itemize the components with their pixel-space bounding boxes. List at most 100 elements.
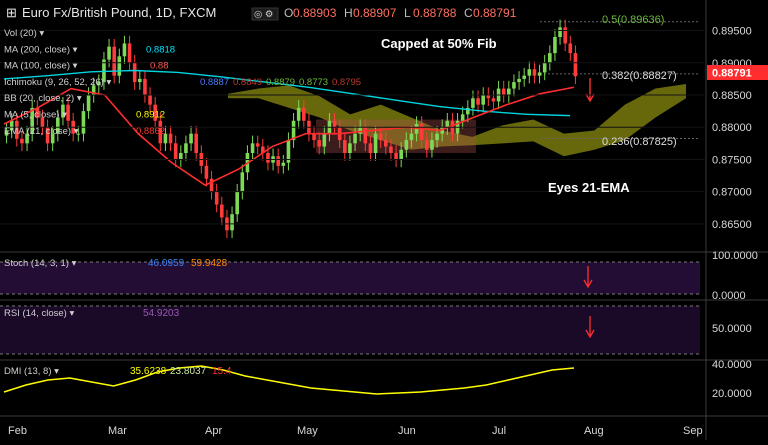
candle-body: [281, 162, 286, 166]
indicator-label: BB (20, close, 2) ▾: [4, 93, 82, 104]
candle-body: [20, 138, 24, 144]
annotation-capped: Capped at 50% Fib: [381, 36, 497, 51]
last-price-badge: 0.88791: [707, 65, 768, 80]
dmi-plus-value: 23.8037: [170, 366, 207, 377]
time-tick-label: Feb: [8, 425, 27, 437]
time-tick-label: Sep: [683, 425, 703, 437]
stoch-tick: 100.0000: [712, 250, 758, 262]
candle-body: [30, 107, 34, 134]
candle-body: [266, 153, 270, 163]
candle-body: [573, 53, 578, 77]
candle-body: [184, 143, 188, 153]
indicator-label: Ichimoku (9, 26, 52, 26) ▾: [4, 77, 111, 88]
candle-body: [153, 104, 157, 121]
ma200-line: [3, 69, 571, 117]
price-tick-label: 0.87500: [712, 154, 752, 166]
candle-body: [148, 95, 152, 105]
candle-body: [507, 88, 511, 95]
candle-body: [276, 156, 280, 166]
dmi-adx-value: 35.6238: [130, 366, 167, 377]
down-arrow-icon: [585, 316, 595, 339]
candle-body: [235, 191, 239, 215]
stoch-band: [0, 262, 700, 294]
fibonacci-levels: 0.5(0.89636) 0.382(0.88827) 0.236(0.87825): [540, 14, 700, 148]
time-tick-label: Apr: [205, 425, 222, 437]
ohlc-value: 0.88907: [353, 6, 397, 20]
candle-body: [261, 146, 265, 153]
candle-body: [553, 37, 557, 54]
candle-body: [522, 75, 526, 79]
stoch-d-value: 59.9428: [191, 258, 228, 269]
fib-label: 0.382(0.88827): [602, 70, 677, 82]
indicator-value: 0.8795: [332, 77, 361, 88]
candle-body: [542, 62, 547, 73]
candle-body: [91, 85, 96, 95]
candle-body: [97, 82, 101, 86]
candle-body: [107, 46, 111, 60]
symbol-title[interactable]: Euro Fx/British Pound, 1D, FXCM: [22, 5, 216, 20]
ohlc-key: L: [404, 6, 411, 20]
candle-body: [527, 69, 532, 76]
time-tick-label: May: [297, 425, 318, 437]
indicator-label: MA (100, close) ▾: [4, 61, 78, 72]
candle-body: [363, 127, 368, 144]
candle-body: [50, 133, 55, 144]
candle-body: [138, 78, 142, 83]
candle-body: [568, 43, 573, 54]
candle-body: [81, 111, 86, 134]
ohlc-value: 0.88791: [473, 6, 517, 20]
down-arrow-icon: [585, 78, 595, 103]
eye-icon[interactable]: ◎ ⚙: [254, 9, 274, 20]
candle-body: [512, 82, 516, 89]
candle-body: [35, 107, 40, 118]
candle-body: [40, 117, 45, 128]
candle-body: [378, 133, 383, 141]
indicator-label: MA (5, close) ▾: [4, 110, 67, 121]
candle-body: [56, 117, 60, 134]
candle-body: [291, 120, 296, 141]
candle-body: [517, 78, 521, 83]
price-tick-label: 0.88000: [712, 122, 752, 134]
moving-average-lines: [3, 69, 595, 187]
candlestick-series: [4, 19, 578, 239]
time-tick-label: Jul: [492, 425, 506, 437]
expand-icon[interactable]: ⊞: [6, 5, 17, 20]
candle-body: [240, 172, 245, 192]
candle-body: [409, 133, 414, 141]
candle-body: [296, 107, 301, 121]
dmi-pane: DMI (13, 8) ▾ 35.6238 23.8037 15.4 40.0000 20…: [3, 359, 752, 400]
candle-body: [466, 107, 470, 115]
indicator-value: 0.8912: [136, 110, 165, 121]
ohlc-key: O: [284, 6, 293, 20]
indicator-value: 0.8818: [146, 44, 175, 55]
fib-label: 0.5(0.89636): [602, 14, 664, 26]
candle-body: [127, 43, 132, 63]
candle-body: [173, 143, 178, 160]
header-controls[interactable]: [251, 7, 279, 21]
price-tick-label: 0.86500: [712, 219, 752, 231]
candle-body: [302, 107, 306, 121]
candle-body: [322, 133, 327, 147]
candle-body: [368, 143, 373, 153]
dmi-adx-line: [3, 365, 575, 395]
candle-body: [286, 140, 291, 163]
candle-body: [435, 133, 439, 141]
indicator-label: EMA (21, close) ▾: [4, 126, 79, 137]
rsi-value: 54.9203: [143, 308, 180, 319]
indicator-value: 0.8862: [136, 126, 165, 137]
candle-body: [399, 149, 403, 160]
indicator-label: MA (200, close) ▾: [4, 44, 78, 55]
candle-body: [348, 143, 352, 153]
stoch-tick: 0.0000: [712, 290, 746, 302]
candle-body: [132, 62, 137, 83]
time-tick-label: Aug: [584, 425, 604, 437]
candle-body: [558, 27, 562, 37]
ichimoku-cloud: [228, 84, 686, 157]
candle-body: [189, 133, 193, 144]
dmi-minus-value: 15.4: [212, 366, 232, 377]
candle-body: [481, 95, 485, 105]
candle-body: [179, 153, 183, 160]
indicator-value: 0.8887: [200, 77, 229, 88]
ohlc-readout: O 0.88903 H 0.88907 L 0.88788 C 0.88791: [284, 6, 517, 20]
